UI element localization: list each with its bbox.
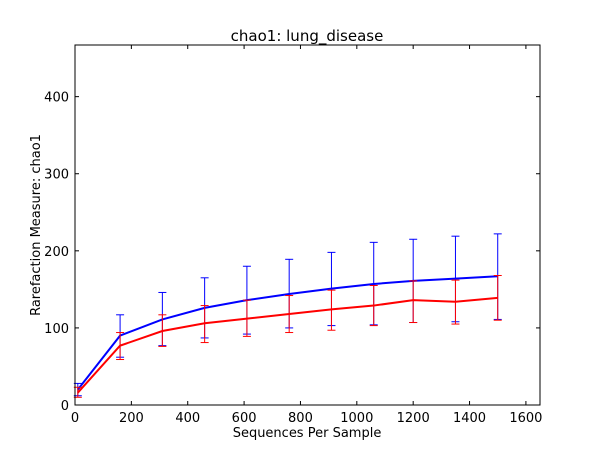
plot-area [73,233,502,398]
y-tick-label: 0 [61,399,69,414]
y-tick-label: 100 [44,322,69,337]
x-tick-label: 800 [288,411,313,426]
x-tick-label: 0 [71,411,79,426]
x-axis: 0 200 400 600 800 1000 1200 1400 1600 [71,45,542,426]
y-axis: 0 100 200 300 400 [44,91,540,414]
x-tick-label: 400 [175,411,200,426]
y-tick-label: 300 [44,168,69,183]
x-tick-label: 600 [232,411,257,426]
x-tick-label: 1600 [509,411,542,426]
x-axis-label: Sequences Per Sample [233,426,382,441]
series-line [77,296,498,394]
series-1 [73,274,502,398]
chart-title: chao1: lung_disease [231,27,384,46]
x-tick-label: 1200 [397,411,430,426]
series-line [77,275,498,391]
y-axis-label: Rarefaction Measure: chao1 [29,134,44,316]
plot-frame [74,44,541,406]
y-tick-label: 400 [44,91,69,106]
x-tick-label: 1000 [340,411,373,426]
x-tick-label: 200 [119,411,144,426]
x-tick-label: 1400 [453,411,486,426]
y-tick-label: 200 [44,245,69,260]
